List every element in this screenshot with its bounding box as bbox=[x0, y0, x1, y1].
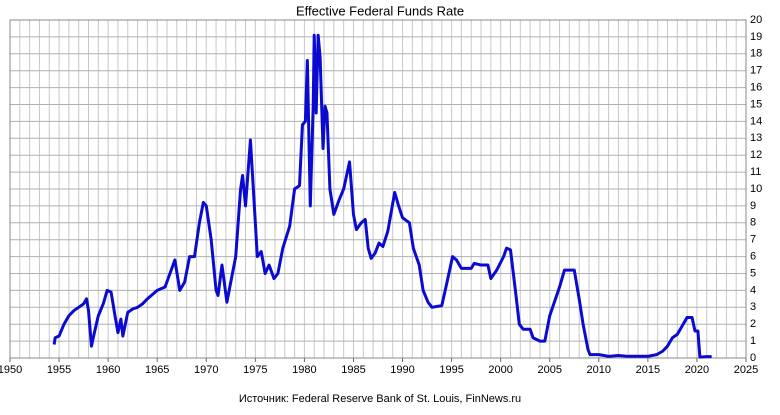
x-tick-label: 2005 bbox=[537, 364, 561, 376]
y-tick-label: 3 bbox=[750, 301, 756, 313]
x-tick-label: 2010 bbox=[587, 364, 611, 376]
y-tick-label: 15 bbox=[750, 98, 762, 110]
y-tick-label: 12 bbox=[750, 149, 762, 161]
y-tick-label: 7 bbox=[750, 234, 756, 246]
x-tick-label: 1960 bbox=[96, 364, 120, 376]
x-tick-label: 1985 bbox=[341, 364, 365, 376]
y-tick-label: 17 bbox=[750, 65, 762, 77]
y-tick-label: 0 bbox=[750, 352, 756, 364]
y-tick-label: 5 bbox=[750, 267, 756, 279]
y-tick-label: 16 bbox=[750, 82, 762, 94]
source-note: Источник: Federal Reserve Bank of St. Lo… bbox=[239, 393, 521, 405]
x-tick-label: 1970 bbox=[194, 364, 218, 376]
y-tick-label: 4 bbox=[750, 284, 756, 296]
x-tick-label: 2000 bbox=[488, 364, 512, 376]
y-tick-label: 1 bbox=[750, 335, 756, 347]
x-tick-label: 1950 bbox=[0, 364, 22, 376]
x-tick-label: 2025 bbox=[734, 364, 758, 376]
y-tick-label: 11 bbox=[750, 166, 761, 178]
y-tick-label: 13 bbox=[750, 132, 762, 144]
y-tick-label: 20 bbox=[750, 14, 762, 26]
x-tick-label: 1980 bbox=[292, 364, 316, 376]
y-tick-label: 19 bbox=[750, 31, 762, 43]
x-tick-label: 1995 bbox=[439, 364, 463, 376]
y-tick-label: 14 bbox=[750, 115, 762, 127]
x-tick-label: 1965 bbox=[145, 364, 169, 376]
y-tick-label: 10 bbox=[750, 183, 762, 195]
y-tick-label: 2 bbox=[750, 318, 756, 330]
x-tick-label: 2015 bbox=[636, 364, 660, 376]
x-tick-label: 2020 bbox=[685, 364, 709, 376]
plot-border bbox=[9, 19, 747, 359]
y-tick-label: 18 bbox=[750, 48, 762, 60]
y-tick-label: 8 bbox=[750, 217, 756, 229]
y-tick-label: 6 bbox=[750, 251, 756, 263]
chart-title: Effective Federal Funds Rate bbox=[296, 3, 464, 18]
rate-line bbox=[52, 33, 712, 359]
x-tick-label: 1955 bbox=[47, 364, 71, 376]
x-tick-label: 1990 bbox=[390, 364, 414, 376]
y-tick-label: 9 bbox=[750, 200, 756, 212]
x-tick-label: 1975 bbox=[243, 364, 267, 376]
